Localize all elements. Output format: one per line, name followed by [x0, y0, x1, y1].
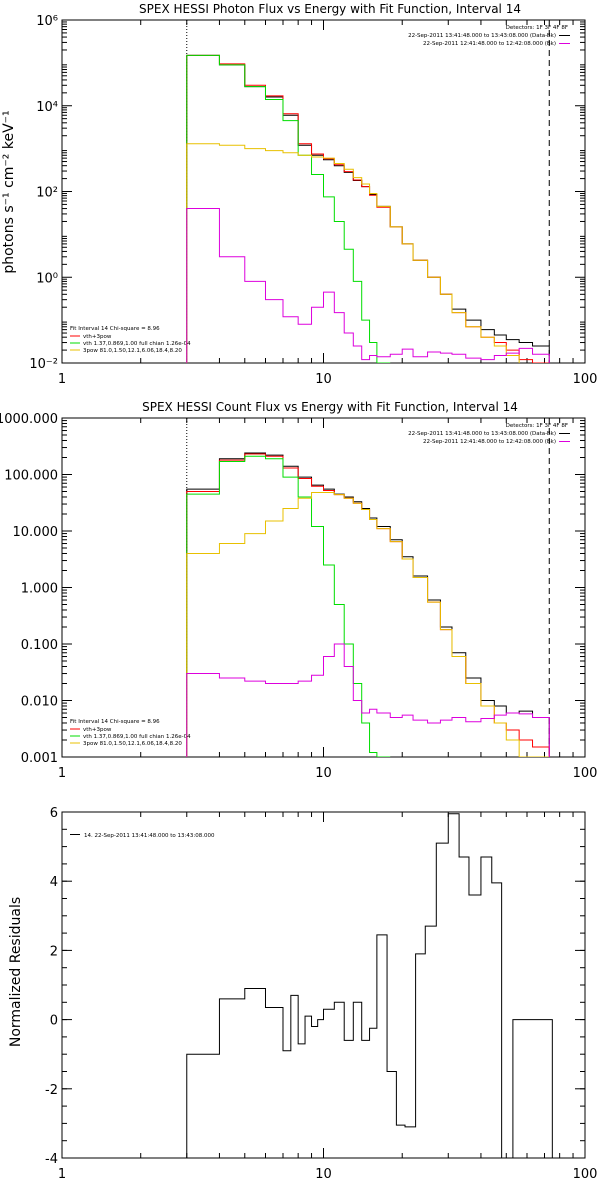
count-y-tick-label: 0.100: [21, 638, 58, 653]
count-legend-title: Detectors: 1F 3F 4F 8F: [506, 423, 568, 429]
residuals-y-tick-label: -4: [45, 1152, 58, 1167]
count-y-tick-label: 10.000: [13, 525, 59, 540]
count-legend-entry-1: 22-Sep-2011 13:41:48.000 to 13:43:08.000…: [408, 431, 556, 437]
count-series-bk: [186, 643, 550, 757]
count-fit-info: Fit Interval 14 Chi-square = 8.96 vth+3p…: [70, 719, 191, 747]
photon-panel-ylabel: photons s⁻¹ cm⁻² keV⁻¹: [1, 110, 17, 273]
count-y-tick-label: 100.000: [4, 469, 58, 484]
photon-fit-label-3: 3pow 81.0,1.50,12.1,6.06,18.4,8.20: [83, 348, 182, 354]
residuals-series-data: [186, 813, 553, 1158]
count-x-tick-label: 1: [58, 766, 66, 781]
count-y-tick-label: 1000.000: [0, 412, 58, 427]
photon-y-tick-label: 10²: [36, 186, 58, 201]
count-y-tick-label: 0.010: [21, 695, 58, 710]
residuals-legend-entry: 14. 22-Sep-2011 13:41:48.000 to 13:43:08…: [84, 833, 215, 839]
photon-y-tick-label: 10⁶: [36, 14, 58, 29]
photon-series-group: [186, 54, 550, 363]
count-series-data: [186, 452, 550, 757]
residuals-panel-ylabel: Normalized Residuals: [8, 897, 24, 1047]
count-legend-entry-2: 22-Sep-2011 12:41:48.000 to 12:42:08.000…: [423, 439, 556, 445]
photon-y-tick-label: 10⁰: [36, 271, 58, 286]
photon-y-tick-label: 10⁻²: [29, 357, 58, 372]
count-y-tick-label: 0.001: [21, 751, 58, 766]
count-fit-label-1: vth+3pow: [83, 727, 112, 733]
residuals-y-tick-label: 6: [50, 806, 58, 821]
count-series-vth: [186, 455, 391, 757]
count-fit-summary: Fit Interval 14 Chi-square = 8.96: [70, 719, 160, 725]
photon-y-tick-label: 10⁴: [36, 100, 58, 115]
count-series-group: [186, 452, 550, 757]
photon-series-3pow: [186, 143, 520, 363]
count-series-3pow: [186, 492, 550, 757]
photon-series-data: [186, 54, 550, 363]
count-series-vth-3pow: [186, 453, 550, 757]
photon-series-vth: [186, 54, 391, 363]
photon-legend-entry-1: 22-Sep-2011 13:41:48.000 to 13:43:08.000…: [408, 33, 556, 39]
photon-panel-title: SPEX HESSI Photon Flux vs Energy with Fi…: [139, 2, 521, 16]
residuals-x-tick-label: 1: [58, 1167, 66, 1182]
residuals-y-tick-label: 4: [50, 875, 58, 890]
count-x-tick-label: 100: [573, 766, 598, 781]
photon-x-tick-label: 1: [58, 372, 66, 387]
photon-fit-summary: Fit Interval 14 Chi-square = 8.96: [70, 326, 160, 332]
residuals-x-tick-label: 100: [573, 1167, 598, 1182]
residuals-y-tick-label: 0: [50, 1014, 58, 1029]
photon-legend-entry-2: 22-Sep-2011 12:41:48.000 to 12:42:08.000…: [423, 41, 556, 47]
photon-x-tick-label: 100: [573, 372, 598, 387]
residuals-y-tick-label: 2: [50, 944, 58, 959]
residuals-plot-frame: [61, 811, 586, 1159]
residuals-series-group: [186, 813, 553, 1158]
residuals-panel: Normalized Residuals 14. 22-Sep-2011 13:…: [8, 806, 597, 1182]
residuals-y-tick-label: -2: [45, 1083, 58, 1098]
count-panel-legend: Detectors: 1F 3F 4F 8F 22-Sep-2011 13:41…: [408, 423, 570, 445]
photon-series-bk: [186, 208, 550, 363]
count-x-tick-label: 10: [315, 766, 332, 781]
photon-x-tick-label: 10: [315, 372, 332, 387]
count-fit-label-3: 3pow 81.0,1.50,12.1,6.06,18.4,8.20: [83, 741, 182, 747]
photon-fit-info: Fit Interval 14 Chi-square = 8.96 vth+3p…: [70, 326, 191, 354]
photon-panel-legend: Detectors: 1F 3F 4F 8F 22-Sep-2011 13:41…: [408, 25, 570, 47]
photon-legend-title: Detectors: 1F 3F 4F 8F: [506, 25, 568, 31]
count-flux-panel: SPEX HESSI Count Flux vs Energy with Fit…: [0, 400, 597, 781]
count-y-tick-label: 1.000: [21, 582, 58, 597]
residuals-legend: 14. 22-Sep-2011 13:41:48.000 to 13:43:08…: [70, 833, 215, 839]
photon-series-vth-3pow: [186, 54, 550, 363]
photon-fit-label-2: vth 1.37,0.869,1.00 full chian 1.26e-04: [83, 341, 191, 347]
residuals-x-tick-label: 10: [315, 1167, 332, 1182]
photon-flux-panel: SPEX HESSI Photon Flux vs Energy with Fi…: [1, 2, 597, 387]
count-fit-label-2: vth 1.37,0.869,1.00 full chian 1.26e-04: [83, 734, 191, 740]
count-panel-title: SPEX HESSI Count Flux vs Energy with Fit…: [142, 400, 518, 414]
photon-fit-label-1: vth+3pow: [83, 334, 112, 340]
